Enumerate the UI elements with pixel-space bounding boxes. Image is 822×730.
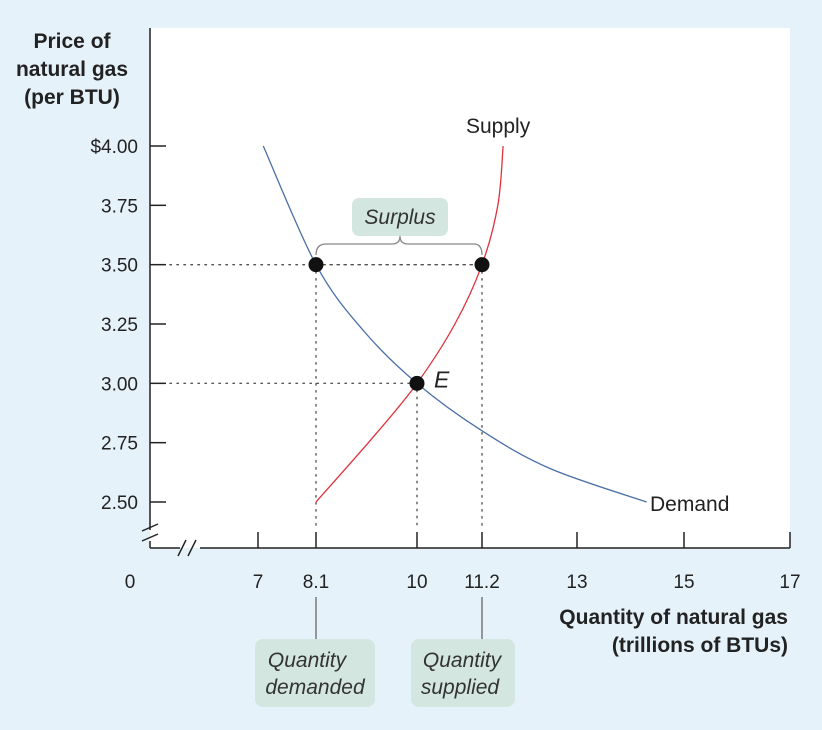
y-tick-label: 3.00 <box>101 374 138 395</box>
qs-box <box>411 639 515 707</box>
x-tick-label: 13 <box>566 572 587 593</box>
x-axis-break-2 <box>187 539 197 557</box>
price-point <box>308 257 324 273</box>
plot-background <box>150 28 790 548</box>
equilibrium-point <box>409 375 425 391</box>
points: E <box>308 257 490 392</box>
y-ticks: $4.00 3.75 3.50 3.25 3.00 2.75 2.50 <box>90 137 166 514</box>
y-tick-label: 3.75 <box>101 196 138 217</box>
dotted-guides <box>169 263 483 531</box>
quantity-supplied-annotation: Quantity supplied <box>411 597 515 707</box>
y-axis-title-2: natural gas <box>16 58 128 81</box>
supply-label: Supply <box>466 115 531 138</box>
surplus-brace <box>315 235 483 256</box>
y-tick-label: 3.25 <box>101 315 138 336</box>
y-tick-label: 2.75 <box>101 434 138 455</box>
x-tick-label: 7 <box>253 572 264 593</box>
surplus-annotation: Surplus <box>315 198 483 256</box>
surplus-box <box>352 198 448 236</box>
x-tick-label: 15 <box>673 572 694 593</box>
y-tick-label: 2.50 <box>101 493 138 514</box>
x-axis-title-1: Quantity of natural gas <box>559 606 788 629</box>
equilibrium-label: E <box>434 366 450 392</box>
x-tick-label: 8.1 <box>303 572 329 593</box>
supply-curve <box>315 145 504 503</box>
demand-label: Demand <box>650 493 729 516</box>
axes <box>141 28 790 557</box>
qs-label-1: Quantity <box>423 649 503 672</box>
y-axis-break-2 <box>141 533 159 542</box>
qd-box <box>255 639 375 707</box>
qd-label-2: demanded <box>265 676 366 699</box>
x-ticks: 7 8.1 10 11.2 13 15 17 <box>253 532 801 593</box>
y-tick-label: 3.50 <box>101 256 138 277</box>
y-axis-title-1: Price of <box>33 30 111 53</box>
quantity-demanded-annotation: Quantity demanded <box>255 597 375 707</box>
x-tick-label: 10 <box>406 572 427 593</box>
x-tick-label: 11.2 <box>464 572 500 593</box>
x-tick-label: 17 <box>779 572 800 593</box>
y-tick-label: $4.00 <box>90 137 138 158</box>
y-axis-title-3: (per BTU) <box>24 86 120 109</box>
x-axis-title-2: (trillions of BTUs) <box>612 634 788 657</box>
y-axis-break-1 <box>141 523 159 532</box>
surplus-label: Surplus <box>364 206 436 229</box>
price-point <box>474 257 490 273</box>
qs-label-2: supplied <box>421 676 501 699</box>
x-axis-break-1 <box>177 539 187 557</box>
origin-label: 0 <box>125 572 136 593</box>
qd-label-1: Quantity <box>268 649 348 672</box>
